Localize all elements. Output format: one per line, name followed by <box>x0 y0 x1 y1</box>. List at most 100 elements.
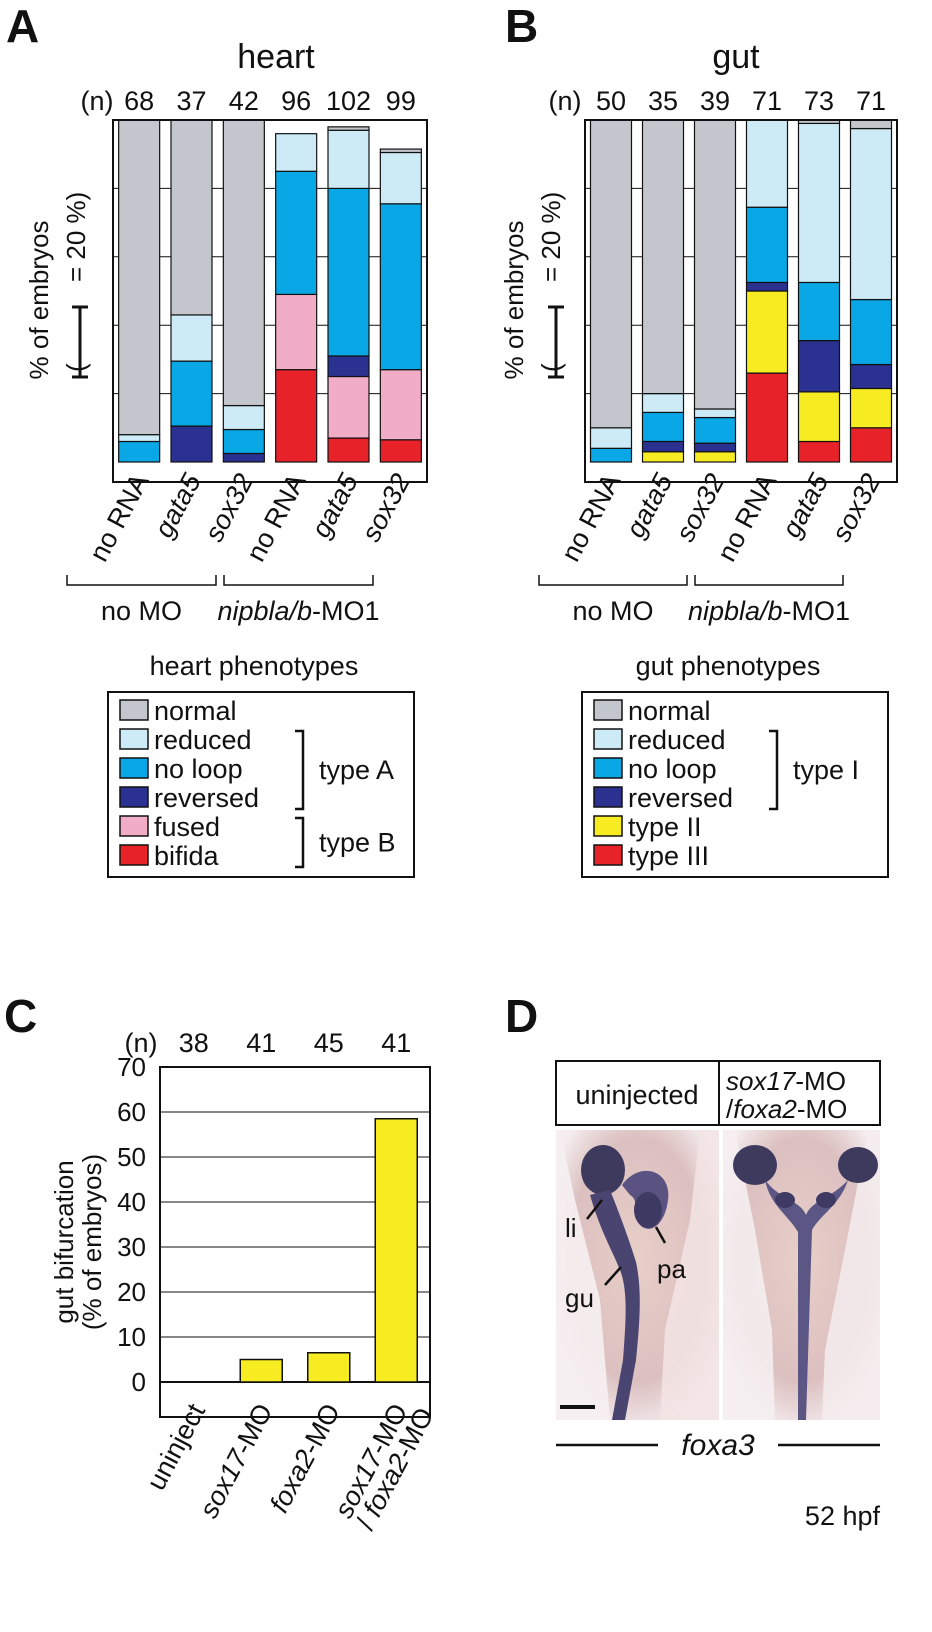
bar-segment-fused <box>379 369 422 441</box>
bar-segment-reversed <box>222 452 265 463</box>
y-axis-label: % of embryos <box>24 221 54 380</box>
y-axis-label-line2: (% of embryos) <box>77 1154 107 1330</box>
n-value: 45 <box>314 1028 344 1058</box>
category-label: sox32 <box>356 469 416 547</box>
y-axis-label-line1: gut bifurcation <box>49 1160 79 1323</box>
bar-segment-reversed <box>170 425 213 463</box>
y-tick-label: 70 <box>117 1052 146 1082</box>
panel-a-heart-chart: heart (n) 68 37 42 96 102 99 no RNAgata5sox32… <box>24 38 428 878</box>
bar-segment-no-loop <box>222 428 265 455</box>
n-value: 68 <box>124 86 154 116</box>
legend-swatch-reversed <box>593 786 623 808</box>
header-morphant-gene1: sox17 <box>726 1066 797 1096</box>
n-value: 96 <box>281 86 311 116</box>
bar-segment-reduced <box>275 133 318 172</box>
group-label-italic: nipbla/b <box>217 596 312 626</box>
legend-swatch-no-loop <box>119 757 149 779</box>
label-gu: gu <box>565 1283 594 1313</box>
bar-segment-no-loop <box>379 203 422 371</box>
bar-segment-no-loop <box>327 187 370 357</box>
legend-swatch-reversed <box>119 786 149 808</box>
bar-segment-fused <box>275 293 318 371</box>
bar-segment-reversed <box>641 440 685 453</box>
n-value: 73 <box>804 86 834 116</box>
gene-label: foxa3 <box>681 1429 755 1462</box>
legend-bracket <box>295 729 305 811</box>
n-value: 71 <box>856 86 886 116</box>
category-label: uninject <box>141 1398 211 1495</box>
bar-segment-bifida <box>379 439 422 463</box>
header-morphant-gene2: foxa2 <box>733 1094 797 1124</box>
header-morphant-line1: sox17-MO <box>726 1066 846 1096</box>
legend-swatch-reduced <box>119 728 149 750</box>
header-uninjected-box <box>555 1060 720 1126</box>
n-value: 41 <box>246 1028 276 1058</box>
group-label: no MO <box>101 596 182 626</box>
y-tick-label: 40 <box>117 1187 146 1217</box>
bar-segment-reduced <box>118 434 161 443</box>
y-tick-label: 60 <box>117 1097 146 1127</box>
bar-segment-no-loop <box>118 440 161 463</box>
header-morphant-suffix2: -MO <box>797 1094 848 1124</box>
y-axis-scale-label: ( = 20 %) <box>61 192 91 372</box>
y-axis-label: % of embryos <box>499 221 529 380</box>
header-morphant-line2: /foxa2-MO <box>726 1094 847 1124</box>
bar-segment-normal <box>170 119 213 316</box>
plot-frame <box>112 119 428 483</box>
bar-segment-no-loop <box>589 447 633 463</box>
group-bracket <box>694 575 844 586</box>
group-bracket <box>538 575 688 586</box>
bar-segment-type-II <box>797 391 841 443</box>
bar-segment-normal <box>849 119 893 130</box>
y-axis-label-text: % of embryos <box>499 221 529 380</box>
bar-segment-no-loop <box>849 298 893 366</box>
n-value: 35 <box>648 86 678 116</box>
bar-segment-no-loop <box>693 416 737 444</box>
bar-segment-bifida <box>275 369 318 463</box>
bar-segment-normal <box>693 119 737 410</box>
bar-segment-reversed <box>327 355 370 378</box>
n-value: 71 <box>752 86 782 116</box>
bar-segment-no-loop <box>641 411 685 443</box>
group-label-italic: nipbla/b <box>688 596 783 626</box>
n-value: 102 <box>326 86 371 116</box>
category-label-part: sox17 <box>194 1444 255 1523</box>
legend-bracket <box>769 729 779 811</box>
n-label: (n) <box>81 86 114 116</box>
stage-label: 52 hpf <box>805 1501 881 1531</box>
panel-letter-b: B <box>505 0 538 52</box>
bar-segment-reduced <box>379 151 422 205</box>
legend-label: reversed <box>154 783 259 813</box>
bar-segment-normal <box>222 119 265 407</box>
n-value: 99 <box>386 86 416 116</box>
bar-segment-type-III <box>745 372 789 463</box>
n-label: (n) <box>549 86 582 116</box>
header-morphant-suffix1: -MO <box>795 1066 846 1096</box>
bar-segment-fused <box>327 375 370 439</box>
label-line-gu <box>604 1266 622 1286</box>
legend-bracket-label: type B <box>319 828 396 858</box>
header-morphant-slash: / <box>726 1094 734 1124</box>
legend-swatch-type-II <box>593 815 623 837</box>
legend-box <box>581 691 889 878</box>
bar-segment-reduced <box>222 404 265 431</box>
header-uninjected: uninjected <box>575 1080 698 1110</box>
legend-bracket-label: type I <box>793 755 859 785</box>
bar-segment-reversed <box>849 363 893 390</box>
category-label: sox32 <box>826 469 886 547</box>
legend-label: reduced <box>154 725 252 755</box>
y-tick-label: 50 <box>117 1142 146 1172</box>
bar-segment-normal <box>589 119 633 429</box>
bar-segment-reversed <box>693 442 737 453</box>
bar-segment-type-II <box>641 451 685 463</box>
legend-swatch-no-loop <box>593 757 623 779</box>
group-label-rest: -MO1 <box>312 596 380 626</box>
category-label-part: -MO <box>227 1399 278 1459</box>
bar-segment-type-II <box>745 290 789 374</box>
header-morphant-box <box>718 1060 881 1126</box>
group-label: no MO <box>572 596 653 626</box>
scale-text: = 20 %) <box>61 192 91 282</box>
legend-label: bifida <box>154 841 220 871</box>
y-axis-label: gut bifurcation (% of embryos) <box>49 1154 107 1330</box>
bar-segment-no-loop <box>170 360 213 427</box>
